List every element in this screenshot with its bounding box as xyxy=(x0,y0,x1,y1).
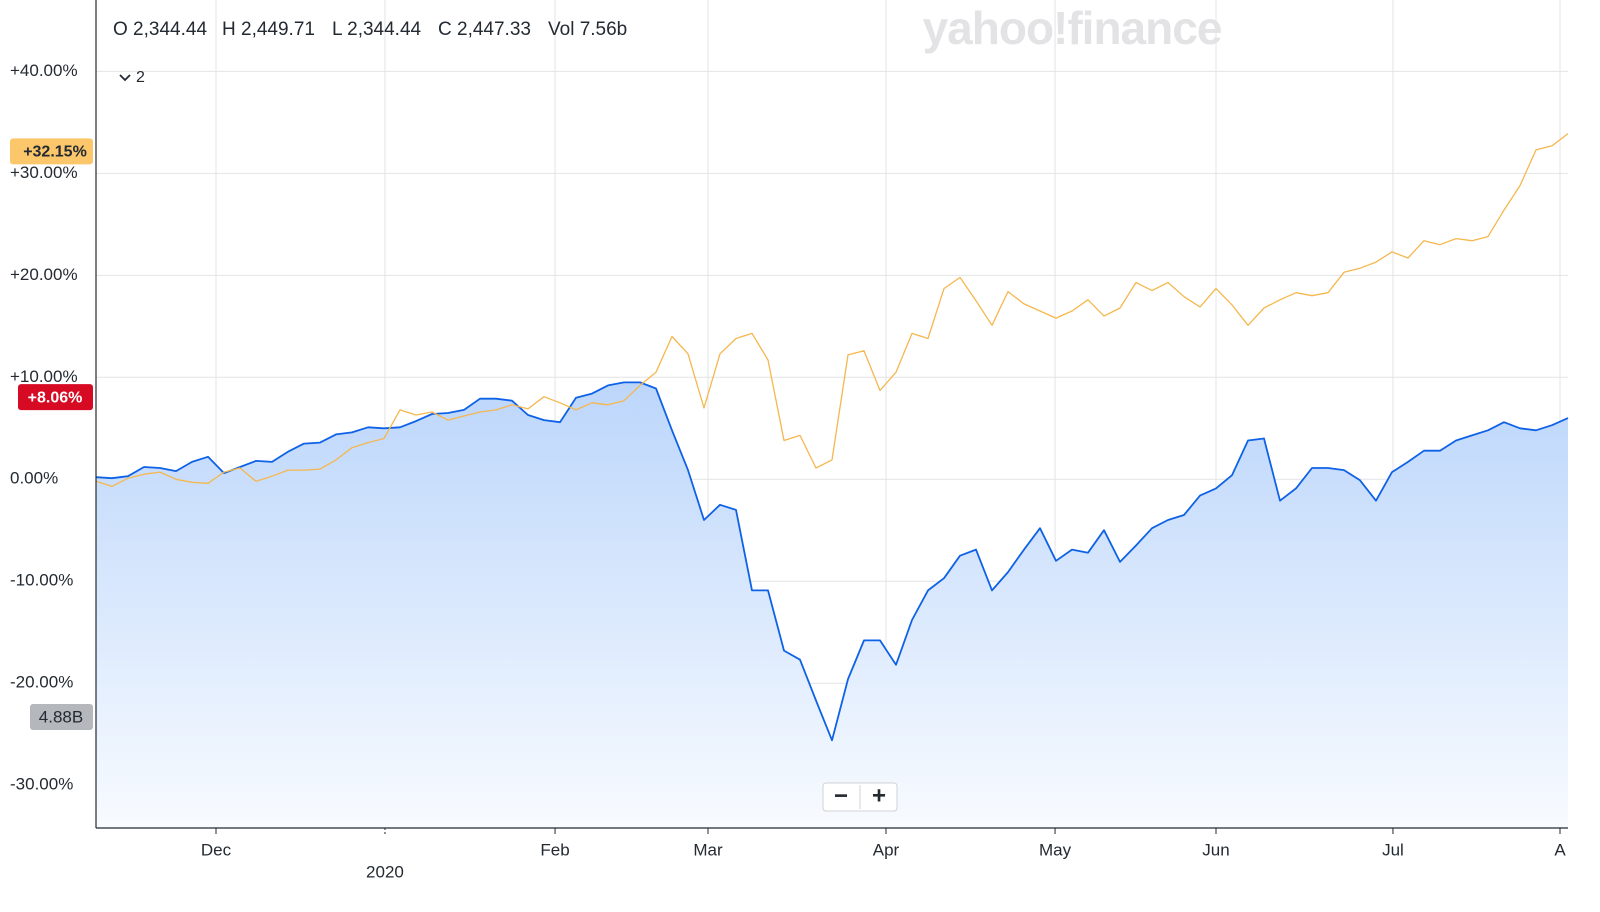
zoom-out[interactable]: − xyxy=(834,782,848,809)
legend-toggle[interactable]: 2 xyxy=(136,69,145,86)
y-tick-label: +20.00% xyxy=(10,265,78,284)
price-tag xyxy=(10,138,93,165)
legend-chevron[interactable] xyxy=(119,74,131,82)
x-tick-label: Jul xyxy=(1382,840,1404,859)
price-tag-label: +32.15% xyxy=(23,144,87,161)
x-tick-label: Mar xyxy=(693,840,723,859)
price-tag-label: +8.06% xyxy=(28,389,83,406)
x-tick-label: Jun xyxy=(1202,840,1229,859)
ohlc-item: O 2,344.44 xyxy=(113,19,207,40)
area xyxy=(96,382,1568,828)
zoom-controls: − + xyxy=(822,782,898,812)
price-tags: +32.15% +8.06% 4.88B xyxy=(10,138,93,730)
x-tick-label: 2020 xyxy=(366,862,404,881)
price-tag xyxy=(18,384,93,411)
x-tick-label: A xyxy=(1554,840,1566,859)
x-tick-label: May xyxy=(1039,840,1072,859)
y-tick-label: -10.00% xyxy=(10,571,73,590)
ohlc-item: Vol 7.56b xyxy=(548,19,627,40)
volume-tag-label: 4.88B xyxy=(39,707,83,726)
y-tick-label: -20.00% xyxy=(10,673,73,692)
y-tick-label: 0.00% xyxy=(10,469,58,488)
ohlc-header: O 2,344.44 H 2,449.71 L 2,344.44 C 2,447.33… xyxy=(113,19,627,40)
y-tick-label: -30.00% xyxy=(10,775,73,794)
line xyxy=(95,133,1569,488)
ohlc-item: L 2,344.44 xyxy=(332,19,422,40)
ohlc-item: H 2,449.71 xyxy=(222,19,315,40)
plot xyxy=(95,133,1569,828)
y-tick-label: +30.00% xyxy=(10,163,78,182)
x-tick-label: Feb xyxy=(540,840,569,859)
zoom-in[interactable]: + xyxy=(872,782,886,809)
y-tick-label: +40.00% xyxy=(10,61,78,80)
x-tick-label: Dec xyxy=(201,840,232,859)
volume-tag xyxy=(30,704,93,730)
y-tick-label: +10.00% xyxy=(10,367,78,386)
watermark: yahoo!finance xyxy=(923,2,1222,54)
ohlc-item: C 2,447.33 xyxy=(438,19,531,40)
line xyxy=(95,381,1569,742)
x-tick-label: Apr xyxy=(873,840,900,859)
